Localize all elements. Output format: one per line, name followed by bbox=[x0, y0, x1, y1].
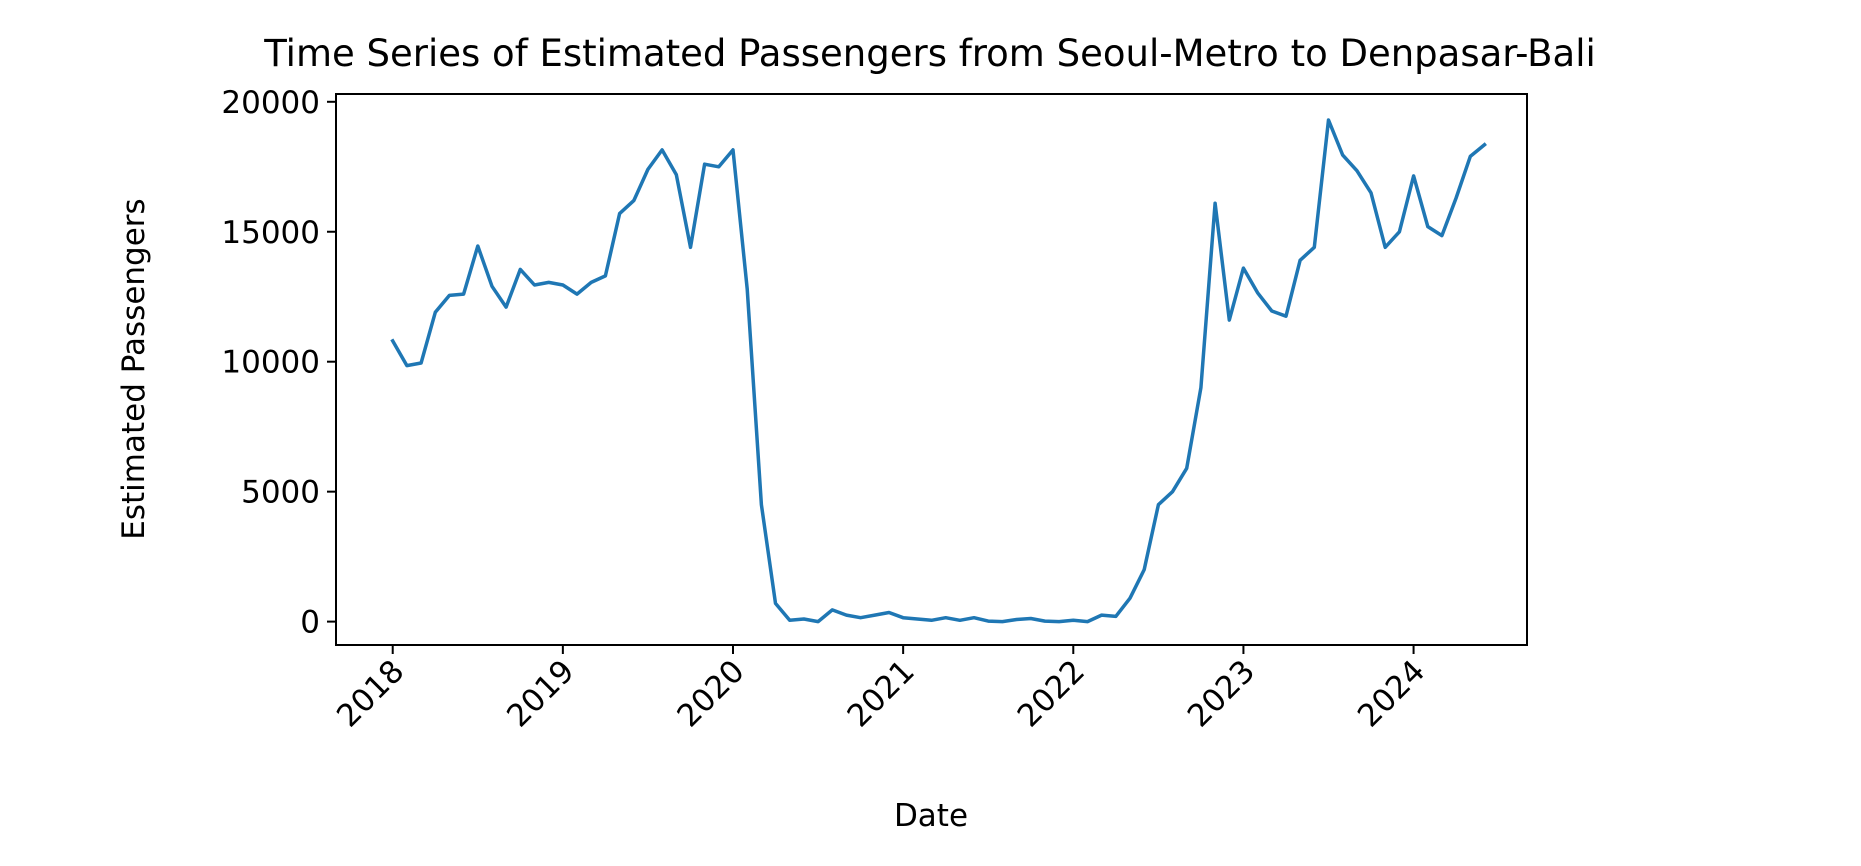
x-tick-label: 2020 bbox=[670, 653, 751, 734]
y-tick-label: 0 bbox=[300, 605, 320, 641]
y-axis-label: Estimated Passengers bbox=[116, 198, 152, 539]
y-tick-label: 20000 bbox=[221, 85, 320, 121]
series-line bbox=[390, 118, 1487, 624]
x-tick-label: 2019 bbox=[500, 653, 581, 734]
x-tick-label: 2021 bbox=[841, 653, 922, 734]
y-tick-label: 15000 bbox=[221, 215, 320, 251]
plot-area bbox=[335, 93, 1528, 646]
x-axis-label: Date bbox=[894, 798, 968, 834]
x-tick-label: 2024 bbox=[1351, 653, 1432, 734]
chart-title: Time Series of Estimated Passengers from… bbox=[263, 32, 1596, 75]
y-tick-label: 5000 bbox=[241, 475, 320, 511]
x-tick-label: 2022 bbox=[1011, 653, 1092, 734]
x-tick-label: 2023 bbox=[1181, 653, 1262, 734]
x-axis: 2018 2019 2020 2021 2022 2023 2024 bbox=[330, 645, 1432, 734]
y-axis: 0 5000 10000 15000 20000 bbox=[221, 85, 336, 641]
y-tick-label: 10000 bbox=[221, 345, 320, 381]
x-tick-label: 2018 bbox=[330, 653, 411, 734]
